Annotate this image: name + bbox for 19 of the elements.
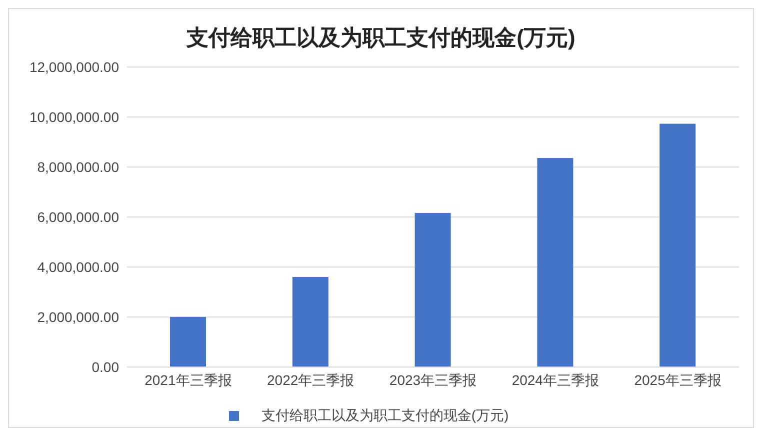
y-tick-label: 8,000,000.00 bbox=[37, 158, 120, 175]
bar bbox=[292, 277, 328, 367]
y-tick-label: 0.00 bbox=[92, 358, 120, 375]
chart-title: 支付给职工以及为职工支付的现金(万元) bbox=[185, 24, 576, 52]
y-tick-label: 2,000,000.00 bbox=[37, 308, 120, 325]
bar bbox=[660, 124, 696, 367]
x-tick-label: 2021年三季报 bbox=[144, 372, 232, 388]
y-tick-label: 4,000,000.00 bbox=[37, 258, 120, 275]
bar bbox=[414, 213, 451, 367]
bar bbox=[537, 158, 574, 367]
legend-label: 支付给职工以及为职工支付的现金(万元) bbox=[261, 407, 509, 423]
x-tick-label: 2023年三季报 bbox=[389, 372, 477, 388]
y-tick-label: 10,000,000.00 bbox=[29, 108, 120, 125]
y-tick-label: 6,000,000.00 bbox=[37, 208, 120, 225]
y-tick-label: 12,000,000.00 bbox=[29, 58, 120, 75]
x-tick-label: 2024年三季报 bbox=[512, 372, 599, 388]
x-tick-label: 2022年三季报 bbox=[267, 372, 354, 388]
x-tick-label: 2025年三季报 bbox=[634, 372, 722, 388]
bar bbox=[170, 317, 206, 367]
